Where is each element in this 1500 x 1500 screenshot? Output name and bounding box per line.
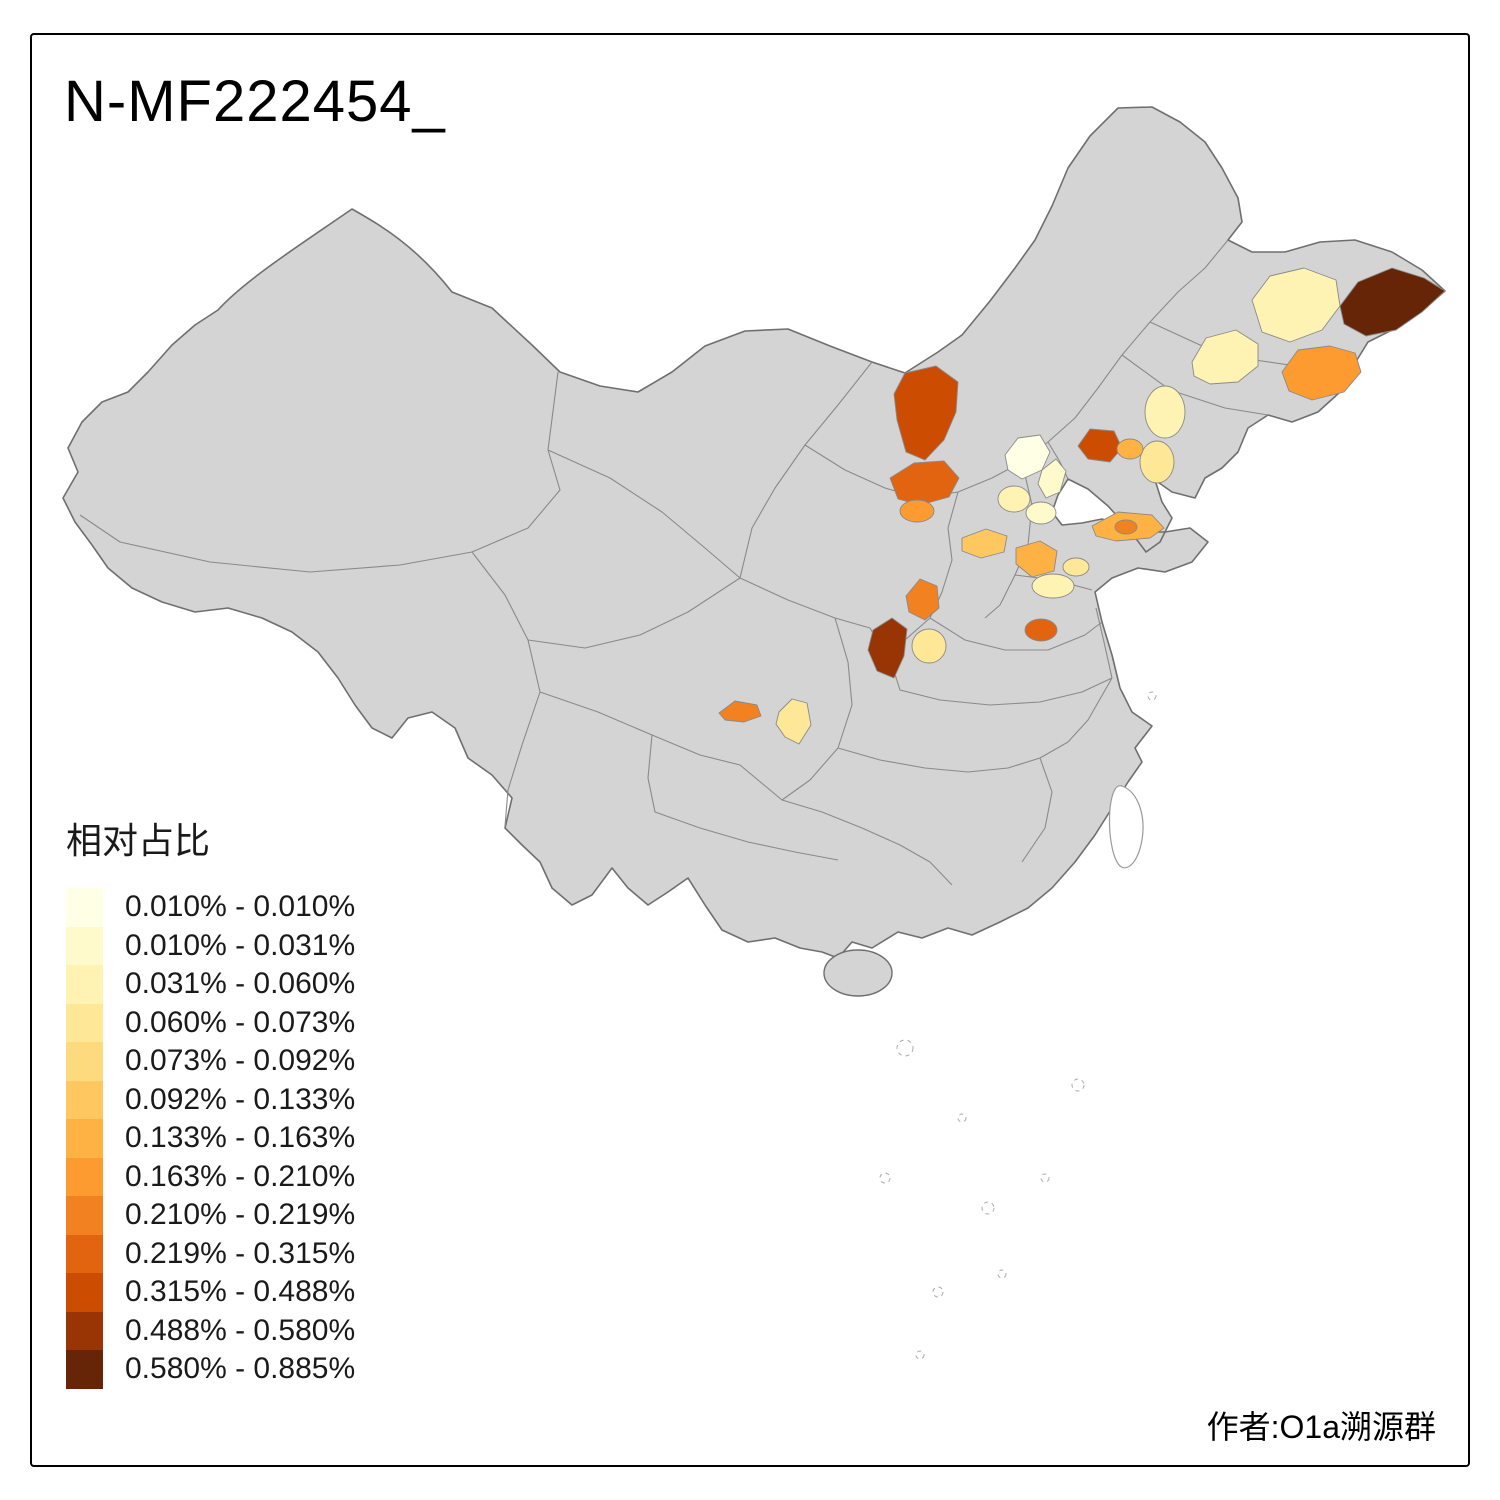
map-region	[899, 499, 935, 523]
legend-title: 相对占比	[66, 820, 211, 861]
legend-swatch	[66, 1157, 103, 1196]
map-region	[1024, 618, 1058, 642]
legend-swatch	[66, 1042, 103, 1081]
map-region	[1015, 540, 1058, 578]
map-region	[775, 698, 812, 745]
legend-entries: 0.010% - 0.010% 0.010% - 0.031% 0.031% - 0…	[66, 888, 486, 1389]
legend-entry: 0.010% - 0.010%	[66, 888, 486, 927]
legend-label: 0.163% - 0.210%	[125, 1159, 356, 1193]
legend-swatch	[66, 926, 103, 965]
legend-entry: 0.580% - 0.885%	[66, 1350, 486, 1389]
legend-label: 0.060% - 0.073%	[125, 1005, 356, 1039]
legend-entry: 0.060% - 0.073%	[66, 1003, 486, 1042]
map-region	[905, 578, 940, 621]
map-region	[1037, 458, 1067, 499]
legend-label: 0.092% - 0.133%	[125, 1082, 356, 1116]
page-title: N-MF222454_	[64, 69, 446, 134]
legend-swatch	[66, 1003, 103, 1042]
legend-swatch	[66, 1273, 103, 1312]
map-region	[1031, 573, 1075, 599]
map-region	[1139, 440, 1175, 484]
legend-entry: 0.210% - 0.219%	[66, 1196, 486, 1235]
map-region	[997, 485, 1031, 513]
legend-label: 0.010% - 0.031%	[125, 928, 356, 962]
legend-entry: 0.073% - 0.092%	[66, 1042, 486, 1081]
map-region	[961, 528, 1008, 559]
legend-label: 0.315% - 0.488%	[125, 1275, 356, 1309]
map-region	[1144, 385, 1186, 439]
legend-swatch	[66, 1119, 103, 1158]
legend-entry: 0.092% - 0.133%	[66, 1080, 486, 1119]
map-region	[1004, 434, 1051, 480]
legend-entry: 0.488% - 0.580%	[66, 1311, 486, 1350]
legend-swatch	[66, 965, 103, 1004]
map-region	[893, 365, 959, 461]
legend-swatch	[66, 888, 103, 927]
map-region	[1114, 519, 1138, 535]
legend-entry: 0.031% - 0.060%	[66, 965, 486, 1004]
map-region	[1062, 557, 1090, 577]
highlighted-regions	[718, 267, 1446, 745]
legend-entry: 0.315% - 0.488%	[66, 1273, 486, 1312]
attribution: 作者:O1a溯源群	[1206, 1409, 1436, 1445]
map-region	[1339, 267, 1446, 337]
legend-label: 0.031% - 0.060%	[125, 967, 356, 1001]
map-region	[718, 700, 762, 723]
map-region	[911, 628, 947, 664]
taiwan-island	[1108, 785, 1144, 869]
legend-label: 0.073% - 0.092%	[125, 1044, 356, 1078]
legend-label: 0.488% - 0.580%	[125, 1313, 356, 1347]
legend-entry: 0.133% - 0.163%	[66, 1119, 486, 1158]
legend-label: 0.210% - 0.219%	[125, 1198, 356, 1232]
legend-swatch	[66, 1311, 103, 1350]
map-region	[1191, 329, 1259, 385]
map-region	[1116, 438, 1144, 460]
legend-label: 0.580% - 0.885%	[125, 1352, 356, 1386]
legend-label: 0.133% - 0.163%	[125, 1121, 356, 1155]
legend-swatch	[66, 1350, 103, 1389]
legend-swatch	[66, 1234, 103, 1273]
map-region	[1251, 267, 1341, 343]
legend: 相对占比 0.010% - 0.010% 0.010% - 0.031% 0.031…	[66, 812, 486, 1389]
map-region	[867, 617, 908, 679]
legend-entry: 0.219% - 0.315%	[66, 1234, 486, 1273]
legend-swatch	[66, 1080, 103, 1119]
map-region	[1281, 345, 1362, 401]
hainan-island	[823, 949, 893, 997]
south-china-sea-islets	[879, 691, 1157, 1360]
map-region	[889, 460, 960, 506]
legend-entry: 0.010% - 0.031%	[66, 926, 486, 965]
map-region	[1025, 501, 1057, 525]
legend-label: 0.010% - 0.010%	[125, 890, 356, 924]
legend-entry: 0.163% - 0.210%	[66, 1157, 486, 1196]
legend-swatch	[66, 1196, 103, 1235]
legend-label: 0.219% - 0.315%	[125, 1236, 356, 1270]
